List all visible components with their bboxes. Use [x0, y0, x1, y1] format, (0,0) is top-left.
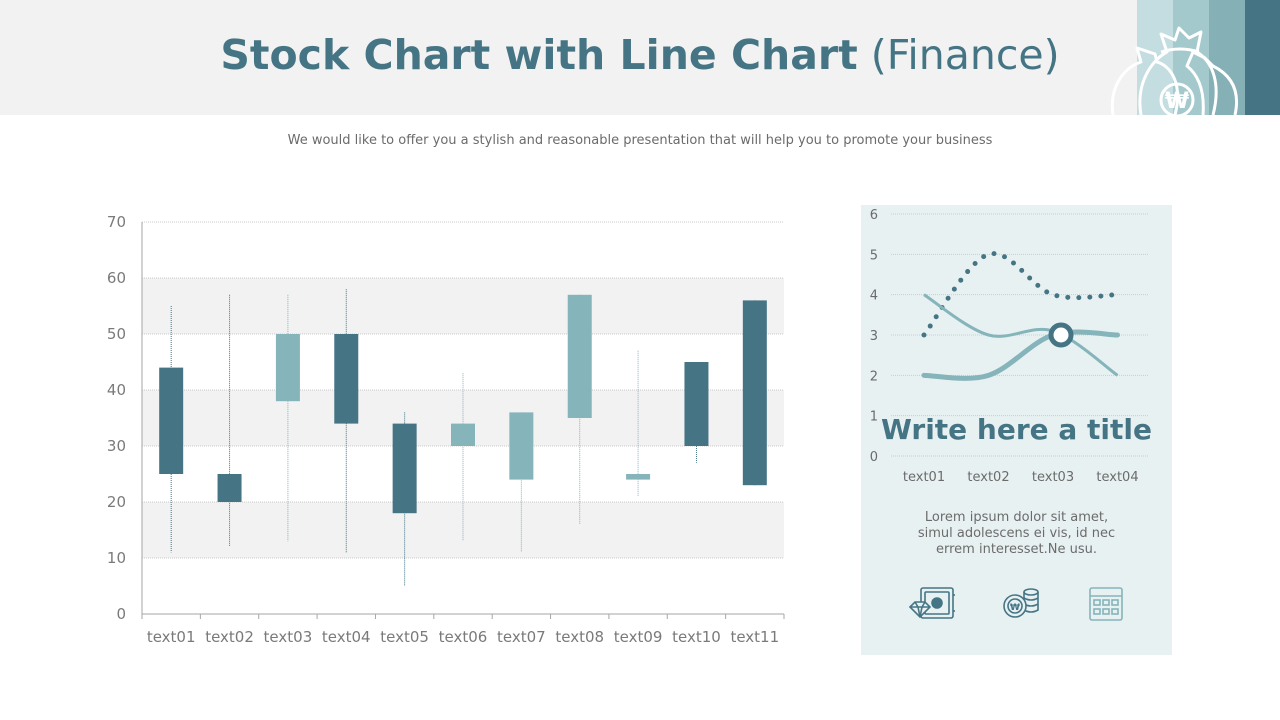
series-line-thick	[921, 329, 1120, 381]
y-tick-label: 40	[107, 381, 126, 399]
y-tick-label: 4	[870, 289, 878, 304]
x-tick-label: text10	[672, 628, 721, 646]
title-main: Stock Chart with Line Chart	[220, 31, 858, 79]
line-chart: 0 1 2 3 4 5 6 text01 text02 text03 text04	[870, 208, 1149, 485]
y-tick-label: 70	[107, 213, 126, 231]
series-line-thin	[923, 293, 1119, 377]
candle-body	[567, 294, 592, 418]
candle-body	[159, 367, 184, 474]
candle-body	[217, 474, 242, 502]
panel-text-line: errem interesset.Ne usu.	[936, 542, 1097, 557]
candle-body	[509, 412, 534, 480]
candle-body	[626, 474, 651, 480]
candle-body	[451, 423, 475, 446]
page-title: Stock Chart with Line Chart (Finance)	[0, 28, 1280, 82]
x-tick-label: text04	[322, 628, 371, 646]
x-tick-label: text02	[205, 628, 254, 646]
series-line-dotted	[921, 251, 1120, 338]
x-tick-label: text09	[614, 628, 663, 646]
panel-title: Write here a title	[881, 413, 1152, 446]
svg-text:₩: ₩	[1165, 89, 1189, 114]
x-tick-label: text02	[967, 470, 1009, 485]
x-tick-label: text01	[147, 628, 196, 646]
stock-chart: 0 10 20 30 40 50 60 70 text01 text02 text03 text04 t…	[107, 213, 785, 646]
y-tick-label: 6	[870, 208, 878, 223]
info-panel: 0 1 2 3 4 5 6 text01 text02 text03 text04 Lorem ip…	[861, 205, 1172, 655]
candle-body	[334, 334, 359, 424]
x-tick-label: text11	[730, 628, 779, 646]
x-tick-label: text06	[439, 628, 488, 646]
y-tick-label: 5	[870, 248, 878, 263]
y-tick-label: 2	[870, 369, 878, 384]
safe-diamond-icon	[908, 587, 955, 619]
y-tick-label: 1	[870, 410, 878, 425]
stripe	[1245, 0, 1280, 115]
money-bags-icon: ₩	[1110, 26, 1238, 115]
y-tick-label: 20	[107, 493, 126, 511]
y-tick-label: 10	[107, 549, 126, 567]
page-subtitle: We would like to offer you a stylish and…	[287, 133, 993, 148]
x-tick-label: text07	[497, 628, 546, 646]
y-tick-label: 60	[107, 269, 126, 287]
y-tick-label: 30	[107, 437, 126, 455]
y-tick-label: 50	[107, 325, 126, 343]
panel-text: Lorem ipsum dolor sit amet, simul adoles…	[861, 510, 1172, 558]
candle-body	[392, 423, 417, 514]
coins-icon: ₩	[1003, 588, 1039, 618]
x-tick-label: text04	[1096, 470, 1138, 485]
y-tick-label: 0	[116, 605, 126, 623]
x-tick-label: text08	[555, 628, 604, 646]
title-suffix: (Finance)	[870, 31, 1060, 79]
y-tick-label: 3	[870, 329, 878, 344]
panel-text-line: simul adolescens ei vis, id nec	[917, 526, 1116, 541]
calculator-icon	[1089, 587, 1123, 621]
x-tick-label: text03	[1032, 470, 1074, 485]
y-tick-label: 0	[870, 450, 878, 465]
grid-band	[142, 278, 784, 334]
header-band	[0, 0, 1280, 115]
candle-body	[684, 362, 709, 446]
x-tick-label: text03	[264, 628, 313, 646]
panel-text-line: Lorem ipsum dolor sit amet,	[924, 510, 1109, 525]
x-tick-label: text05	[380, 628, 429, 646]
svg-text:₩: ₩	[1010, 603, 1020, 613]
candle-body	[275, 334, 300, 402]
series-marker	[1048, 322, 1074, 348]
candle-body	[742, 300, 767, 486]
x-tick-label: text01	[903, 470, 945, 485]
